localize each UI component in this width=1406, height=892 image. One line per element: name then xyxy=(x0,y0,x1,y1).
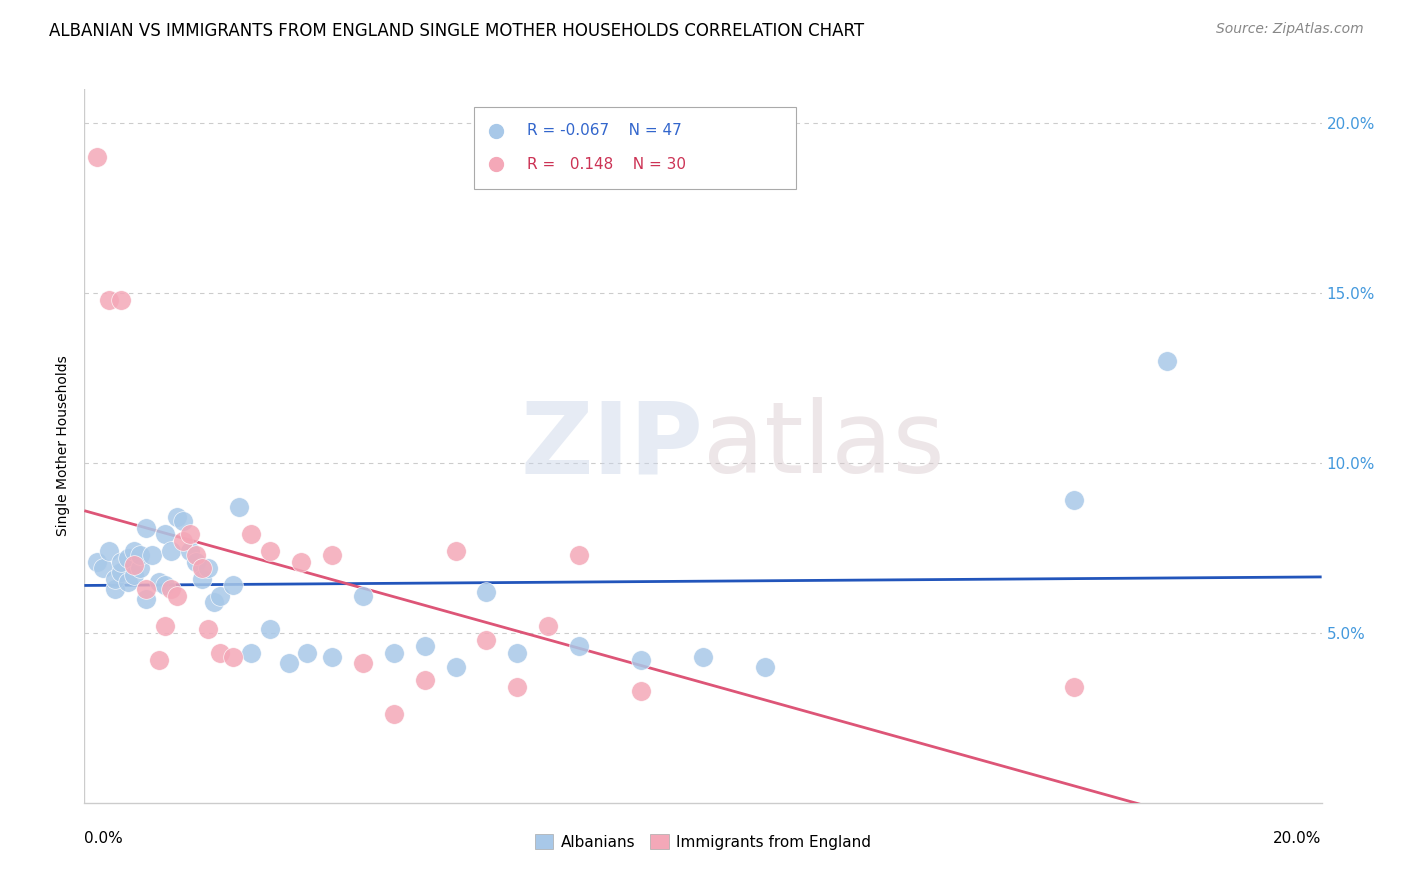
Point xyxy=(321,548,343,562)
Point xyxy=(506,680,529,694)
Point xyxy=(110,293,132,307)
Point xyxy=(568,640,591,654)
Point xyxy=(228,500,250,515)
Point xyxy=(117,551,139,566)
Text: 20.0%: 20.0% xyxy=(1274,831,1322,847)
Point xyxy=(692,649,714,664)
Point xyxy=(444,544,467,558)
Text: R =   0.148    N = 30: R = 0.148 N = 30 xyxy=(527,157,686,171)
Text: Source: ZipAtlas.com: Source: ZipAtlas.com xyxy=(1216,22,1364,37)
Point xyxy=(277,657,299,671)
Point xyxy=(568,548,591,562)
Point xyxy=(122,558,145,572)
Point xyxy=(202,595,225,609)
Point xyxy=(104,582,127,596)
Point xyxy=(110,565,132,579)
Point xyxy=(166,589,188,603)
Text: atlas: atlas xyxy=(703,398,945,494)
Point xyxy=(295,646,318,660)
Point xyxy=(290,555,312,569)
Point xyxy=(475,632,498,647)
Point xyxy=(160,544,183,558)
Text: ZIP: ZIP xyxy=(520,398,703,494)
Point xyxy=(321,649,343,664)
Point xyxy=(110,555,132,569)
Y-axis label: Single Mother Households: Single Mother Households xyxy=(56,356,70,536)
Point xyxy=(117,574,139,589)
Point xyxy=(153,578,176,592)
Point xyxy=(413,640,436,654)
FancyBboxPatch shape xyxy=(474,107,796,189)
Point xyxy=(475,585,498,599)
Point xyxy=(259,623,281,637)
Point xyxy=(444,660,467,674)
Point xyxy=(135,591,157,606)
Point xyxy=(197,623,219,637)
Point xyxy=(160,582,183,596)
Point xyxy=(148,574,170,589)
Point xyxy=(141,548,163,562)
Point xyxy=(191,561,214,575)
Point xyxy=(222,649,245,664)
Point xyxy=(98,544,121,558)
Point xyxy=(240,527,263,541)
Point xyxy=(197,561,219,575)
Point xyxy=(166,510,188,524)
Point xyxy=(259,544,281,558)
Point xyxy=(1063,680,1085,694)
Point xyxy=(382,707,405,722)
Point xyxy=(122,568,145,582)
Point xyxy=(153,619,176,633)
Text: 0.0%: 0.0% xyxy=(84,831,124,847)
Point xyxy=(129,548,152,562)
Point xyxy=(630,683,652,698)
Point xyxy=(153,527,176,541)
Point xyxy=(135,582,157,596)
Text: ALBANIAN VS IMMIGRANTS FROM ENGLAND SINGLE MOTHER HOUSEHOLDS CORRELATION CHART: ALBANIAN VS IMMIGRANTS FROM ENGLAND SING… xyxy=(49,22,865,40)
Point xyxy=(86,150,108,164)
Point xyxy=(184,555,207,569)
Point xyxy=(1156,354,1178,368)
Point xyxy=(179,544,201,558)
Point xyxy=(1063,493,1085,508)
Point xyxy=(352,657,374,671)
Text: R = -0.067    N = 47: R = -0.067 N = 47 xyxy=(527,123,682,138)
Point xyxy=(179,527,201,541)
Point xyxy=(172,514,194,528)
Point xyxy=(98,293,121,307)
Point xyxy=(222,578,245,592)
Point xyxy=(754,660,776,674)
Point xyxy=(191,572,214,586)
Point xyxy=(172,534,194,549)
Point xyxy=(352,589,374,603)
Point xyxy=(630,653,652,667)
Point xyxy=(506,646,529,660)
Point xyxy=(184,548,207,562)
Point xyxy=(104,572,127,586)
Point xyxy=(209,589,232,603)
Point xyxy=(537,619,560,633)
Point xyxy=(148,653,170,667)
Point xyxy=(240,646,263,660)
Point xyxy=(86,555,108,569)
Legend: Albanians, Immigrants from England: Albanians, Immigrants from England xyxy=(529,828,877,855)
Point xyxy=(209,646,232,660)
Point xyxy=(382,646,405,660)
Point xyxy=(135,520,157,534)
Point xyxy=(91,561,114,575)
Point xyxy=(129,561,152,575)
Point xyxy=(413,673,436,688)
Point xyxy=(122,544,145,558)
